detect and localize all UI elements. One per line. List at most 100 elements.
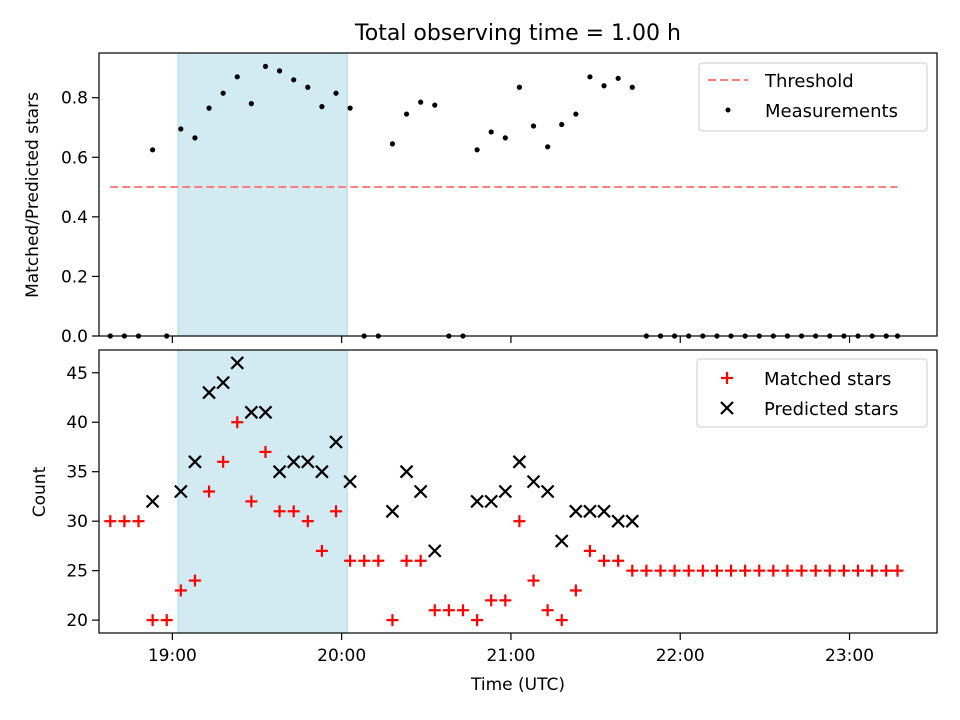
matched-stars-point — [259, 445, 272, 458]
matched-stars-point — [132, 515, 145, 528]
y-tick-label: 0.0 — [61, 327, 88, 347]
y-tick-label: 20 — [66, 611, 88, 631]
matched-stars-point — [612, 554, 625, 567]
predicted-stars-point — [315, 464, 329, 479]
predicted-stars-point — [174, 484, 188, 499]
legend-threshold-label: Threshold — [764, 71, 854, 92]
measurement-point — [516, 84, 523, 90]
matched-stars-point — [499, 594, 512, 607]
matched-stars-point — [710, 564, 723, 577]
y-tick-label: 0.4 — [61, 208, 88, 228]
y-tick-label: 45 — [66, 364, 88, 384]
measurement-point — [276, 68, 283, 74]
top-ylabel: Matched/Predicted stars — [23, 92, 43, 298]
matched-stars-point — [823, 564, 836, 577]
matched-stars-point — [696, 564, 709, 577]
x-tick-label: 23:00 — [825, 646, 874, 666]
matched-stars-point — [245, 495, 258, 508]
predicted-stars-point — [611, 514, 625, 528]
measurement-point — [319, 104, 325, 110]
predicted-stars-point — [583, 504, 597, 519]
legend-matched-marker — [721, 372, 733, 384]
measurement-point — [587, 74, 593, 80]
matched-stars-point — [809, 564, 822, 577]
matched-stars-point — [372, 554, 385, 567]
top-legend: Threshold Measurements — [698, 62, 928, 132]
bottom-ylabel: Count — [30, 466, 50, 517]
predicted-stars-point — [470, 494, 484, 509]
measurement-point — [192, 135, 198, 141]
bottom-plot-frame — [98, 349, 938, 634]
matched-stars-point — [682, 564, 695, 577]
x-tick-label: 19:00 — [148, 646, 197, 666]
legend-predicted-marker — [720, 401, 734, 415]
x-tick-label: 22:00 — [656, 646, 705, 666]
predicted-stars-point — [230, 356, 245, 370]
y-tick-label: 25 — [66, 562, 88, 582]
matched-stars-point — [217, 455, 230, 468]
matched-stars-point — [541, 604, 554, 617]
measurement-point — [502, 135, 508, 141]
matched-stars-point — [104, 515, 117, 528]
predicted-stars-point — [498, 484, 513, 499]
y-tick-label: 0.6 — [61, 148, 88, 168]
matched-stars-point — [414, 554, 427, 567]
matched-stars-point — [400, 554, 413, 567]
matched-stars-point — [866, 564, 879, 577]
measurement-point — [601, 83, 607, 89]
legend-measurements-marker — [725, 107, 731, 113]
predicted-stars-point — [258, 405, 273, 420]
matched-stars-point — [118, 515, 131, 528]
matched-stars-point — [555, 614, 568, 627]
measurement-point — [545, 144, 551, 150]
measurement-point — [403, 111, 410, 117]
predicted-stars-point — [569, 504, 583, 519]
matched-stars-point — [527, 574, 540, 587]
matched-stars-point — [767, 564, 780, 577]
measurement-point — [530, 123, 537, 129]
top-panel: 0.00.20.40.60.8 Matched/Predicted stars … — [23, 52, 938, 347]
matched-stars-point — [569, 584, 582, 597]
predicted-stars-point — [625, 514, 640, 528]
x-tick-label: 20:00 — [317, 646, 366, 666]
y-tick-label: 40 — [66, 413, 88, 433]
measurement-point — [262, 63, 269, 70]
predicted-stars-point — [272, 464, 287, 479]
measurement-point — [305, 84, 311, 90]
predicted-stars-point — [399, 464, 414, 479]
matched-stars-point — [174, 584, 187, 597]
legend-measurements-label: Measurements — [765, 101, 898, 122]
predicted-stars-point — [202, 385, 216, 400]
observing-window-shade — [177, 52, 348, 337]
matched-stars-point — [880, 564, 893, 577]
legend-matched-label: Matched stars — [764, 369, 891, 390]
legend-predicted-label: Predicted stars — [764, 399, 898, 420]
matched-stars-point — [781, 564, 794, 577]
matched-stars-point — [160, 614, 173, 627]
x-axis-label: Time (UTC) — [470, 675, 565, 695]
matched-stars-point — [471, 614, 484, 627]
y-tick-label: 0.2 — [61, 267, 88, 287]
x-tick-label: 21:00 — [486, 646, 535, 666]
measurement-point — [474, 147, 480, 153]
predicted-stars-point — [286, 455, 301, 469]
measurement-point — [333, 90, 339, 96]
measurement-point — [234, 74, 240, 80]
matched-stars-point — [753, 564, 766, 577]
matched-stars-point — [386, 614, 399, 627]
predicted-stars-point — [343, 474, 357, 489]
predicted-stars-point — [145, 494, 160, 509]
matched-stars-point — [344, 554, 357, 567]
measurement-point — [432, 102, 438, 108]
predicted-stars-point — [329, 435, 343, 449]
matched-stars-point — [837, 564, 850, 577]
predicted-stars-point — [526, 474, 541, 489]
measurement-point — [573, 111, 579, 117]
predicted-stars-point — [188, 455, 202, 469]
predicted-stars-point — [597, 504, 611, 519]
matched-stars-point — [598, 554, 611, 567]
matched-stars-point — [626, 564, 639, 577]
figure-title: Total observing time = 1.00 h — [354, 21, 681, 46]
measurement-point — [248, 101, 254, 107]
